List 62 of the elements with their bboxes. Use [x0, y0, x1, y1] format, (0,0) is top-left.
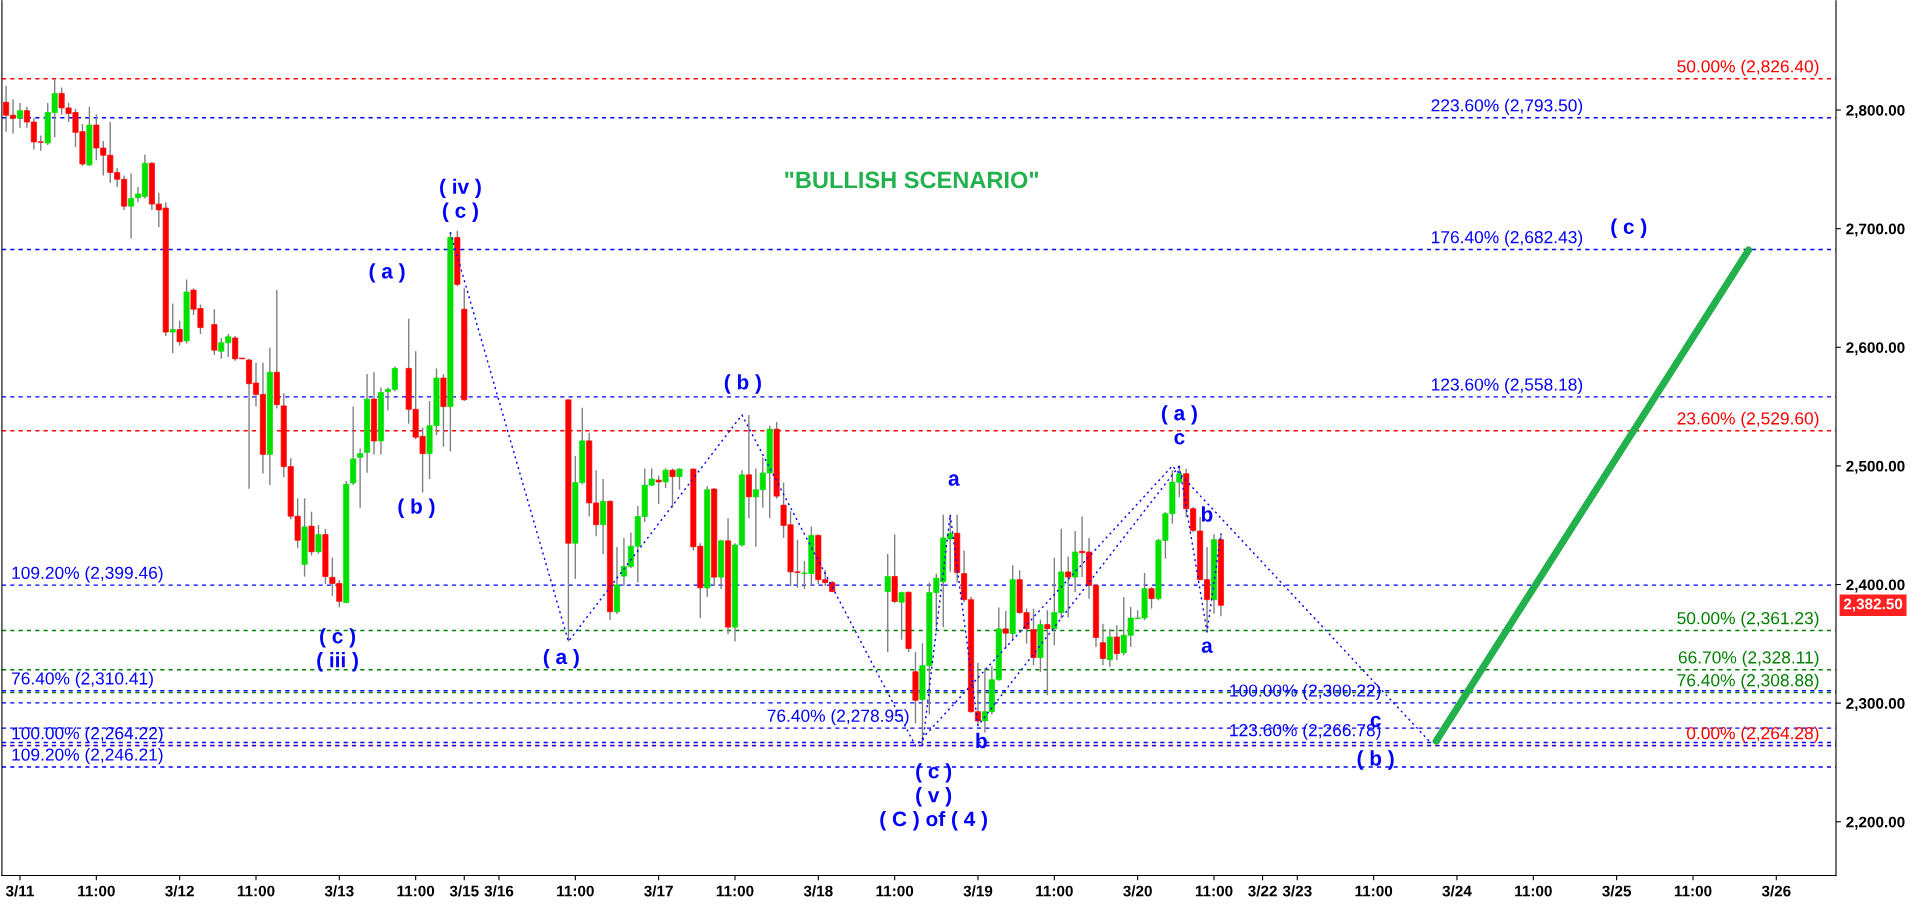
annotation: 100.00% (2,300.22)	[1230, 683, 1381, 701]
x-tick-label: 3/25	[1602, 885, 1632, 897]
x-tick-label: 11:00	[557, 885, 594, 897]
annotation: 23.60% (2,529.60)	[1677, 411, 1819, 429]
x-tick-label: 11:00	[716, 885, 754, 897]
annotation: 176.40% (2,682.43)	[1431, 230, 1583, 247]
annotation: ( c )	[1611, 218, 1647, 239]
annotation: a	[1201, 641, 1213, 653]
annotation: ( a )	[369, 263, 405, 283]
x-tick-label: 3/24	[1442, 885, 1472, 897]
annotation: ( c ) ( iii )	[317, 628, 358, 672]
y-tick-label: 2,200.00	[1846, 816, 1905, 830]
text: "BULLISH SCENARIO"	[785, 171, 1039, 189]
annotation: ( iv ) ( c )	[440, 178, 481, 222]
x-tick-label: 3/20	[1123, 885, 1152, 897]
x-tick-label: 3/13	[324, 885, 354, 897]
x-tick-label: 3/19	[963, 885, 993, 897]
annotation: b	[1201, 506, 1213, 522]
x-tick-label: 11:00	[237, 885, 275, 897]
y-tick-label: 2,300.00	[1846, 698, 1905, 712]
annotation: ( b )	[1357, 750, 1394, 770]
annotation: ( a ) c	[1161, 405, 1197, 445]
annotation: 109.20% (2,246.21)	[12, 747, 163, 765]
x-tick-label: 3/16	[484, 885, 514, 897]
x-tick-label: 11:00	[1355, 885, 1393, 897]
annotation: ( c ) ( v ) ( C ) of ( 4 )	[880, 763, 987, 831]
x-tick-label: 3/18	[803, 885, 833, 897]
annotation: 76.40% (2,278.95)	[767, 709, 909, 726]
annotation: 76.40% (2,310.41)	[11, 671, 153, 689]
annotation: 100.00% (2,264.22)	[12, 726, 163, 743]
annotation: a	[948, 474, 960, 486]
x-tick-label: 3/22	[1248, 885, 1277, 897]
y-tick-label: 2,800.00	[1846, 104, 1905, 118]
y-tick-label: 2,400.00	[1846, 579, 1905, 593]
x-tick-label: 11:00	[397, 885, 435, 897]
x-tick-label: 11:00	[1674, 885, 1712, 897]
annotation: ( a )	[543, 648, 579, 669]
text: 2,382.50	[1843, 598, 1903, 612]
annotation: 0.00% (2,264.28)	[1686, 726, 1819, 743]
y-tick-label: 2,700.00	[1846, 223, 1905, 237]
annotation: 66.70% (2,328.11)	[1678, 650, 1819, 668]
annotation: 123.60% (2,558.18)	[1431, 377, 1583, 395]
x-tick-label: 3/23	[1282, 885, 1312, 897]
y-tick-label: 2,600.00	[1846, 342, 1905, 356]
y-tick-label: 2,500.00	[1846, 460, 1905, 474]
x-tick-label: 3/12	[165, 885, 194, 897]
x-tick-label: 3/17	[644, 885, 673, 897]
annotation: 76.40% (2,308.88)	[1677, 673, 1819, 690]
annotation: 50.00% (2,361.23)	[1677, 611, 1819, 628]
annotation: 109.20% (2,399.46)	[12, 566, 163, 583]
x-tick-label: 11:00	[1036, 885, 1073, 897]
annotation: 223.60% (2,793.50)	[1431, 98, 1583, 115]
x-tick-label: 3/26	[1761, 885, 1791, 897]
x-tick-label: 3/11	[5, 885, 34, 897]
x-tick-label: 11:00	[1195, 885, 1233, 897]
x-tick-label: 11:00	[78, 885, 115, 897]
annotation: ( b )	[398, 498, 435, 518]
x-tick-label: 11:00	[1515, 885, 1552, 897]
annotation: ( b )	[724, 374, 761, 394]
x-tick-label: 3/15	[449, 885, 479, 897]
annotation: 50.00% (2,826.40)	[1677, 59, 1819, 76]
x-tick-label: 11:00	[876, 885, 914, 897]
